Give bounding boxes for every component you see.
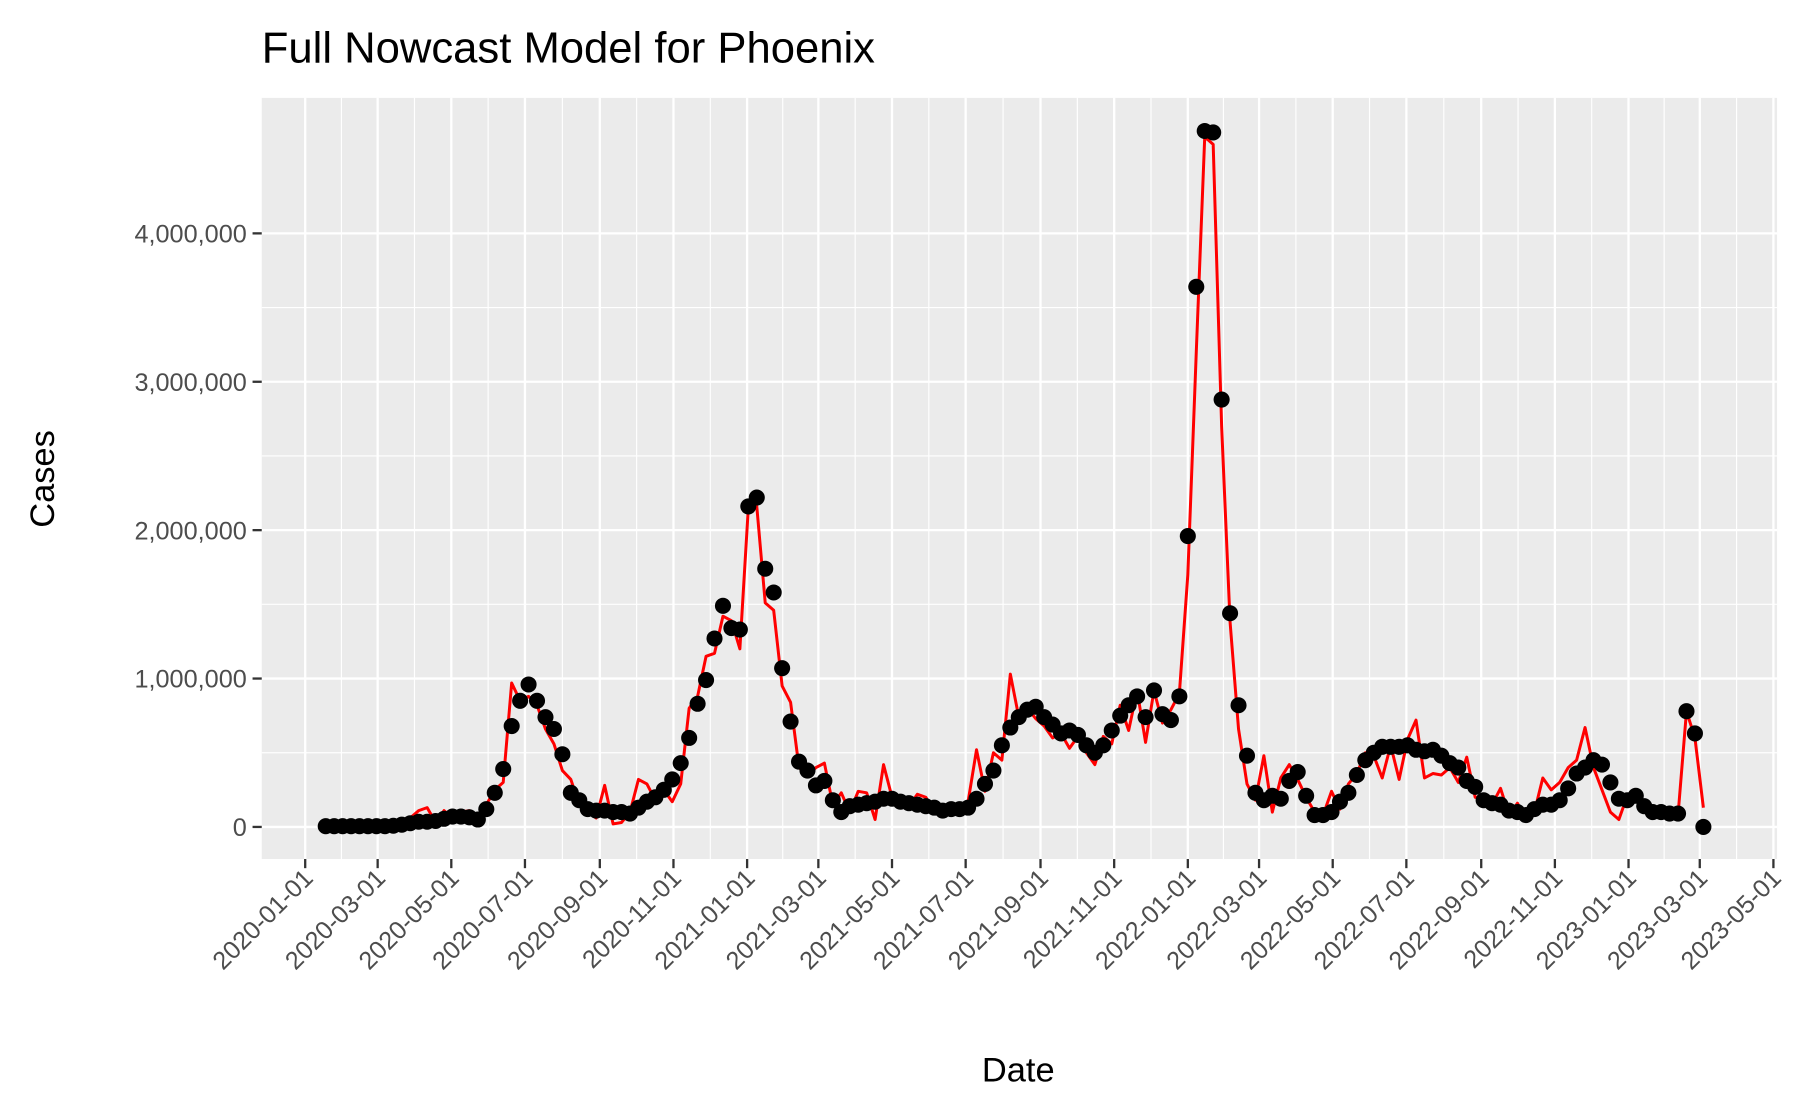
y-tick-label: 3,000,000 [134,369,246,397]
point [495,761,512,778]
point [1213,391,1230,408]
point [714,597,732,614]
point [1145,682,1163,699]
point [1686,725,1703,742]
point [1230,697,1247,714]
y-tick-label: 1,000,000 [134,666,246,694]
point [706,630,723,647]
y-tick-label: 2,000,000 [134,517,246,545]
point [1272,790,1289,807]
point [1669,805,1687,822]
grid [261,97,1778,859]
point [698,671,715,689]
point [1162,712,1179,729]
point [782,713,799,730]
point [1129,688,1146,705]
point [757,560,774,577]
point [1450,759,1467,776]
point [968,790,985,807]
point [1188,278,1205,295]
point [1205,124,1222,141]
point [816,772,833,789]
point [672,755,689,772]
point [1289,763,1306,781]
point [689,695,706,712]
point [1179,528,1196,545]
point [681,729,698,746]
point [1551,792,1568,809]
points [317,122,1712,835]
point [824,792,841,809]
point [503,717,520,735]
point [1340,784,1357,801]
point [1678,703,1695,720]
point [985,762,1002,779]
x-axis-title: Date [982,1052,1055,1090]
point [554,746,571,763]
point [748,489,765,506]
point [799,762,816,779]
point [1222,605,1239,622]
point [1137,709,1154,726]
chart-title: Full Nowcast Model for Phoenix [262,24,875,72]
point [1298,787,1315,804]
y-axis-title: Cases [24,430,62,528]
point [993,737,1010,754]
point [765,584,782,601]
point [1095,737,1112,754]
plot-panel [261,97,1778,859]
point [512,692,529,709]
point [537,709,554,726]
point [1467,778,1484,795]
point [1695,818,1712,835]
point [545,720,562,738]
point [664,771,681,788]
point [774,660,791,677]
point [1238,747,1256,764]
point [478,801,495,818]
point [731,621,748,638]
point [1602,774,1619,791]
point [528,692,546,709]
y-tick-label: 0 [233,814,247,842]
point [1171,688,1188,705]
point [1560,780,1577,797]
point [1348,766,1365,784]
point [520,676,537,693]
point [1593,756,1611,773]
point [1103,722,1120,739]
point [976,775,994,792]
y-tick-label: 4,000,000 [134,221,246,249]
point [486,784,503,801]
